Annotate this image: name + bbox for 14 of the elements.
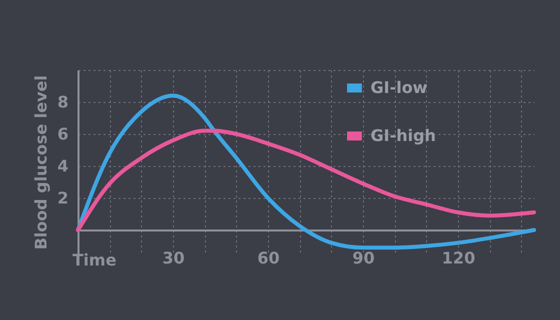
y-tick-label: 6 — [57, 124, 68, 144]
y-axis-title: Blood glucose level — [31, 75, 50, 250]
y-tick-label: 4 — [57, 156, 68, 176]
y-tick-label: 8 — [57, 92, 68, 112]
x-tick-label: 60 — [257, 248, 280, 268]
x-tick-label: 30 — [162, 248, 185, 268]
legend-label: GI-high — [370, 126, 436, 145]
x-tick-label: 90 — [352, 248, 375, 268]
x-tick-label: 120 — [442, 248, 476, 268]
legend-label: GI-low — [370, 78, 428, 97]
line-series — [76, 128, 536, 232]
x-axis-title: Time — [72, 250, 117, 270]
y-tick-label: 2 — [57, 188, 68, 208]
line-series — [76, 94, 536, 250]
